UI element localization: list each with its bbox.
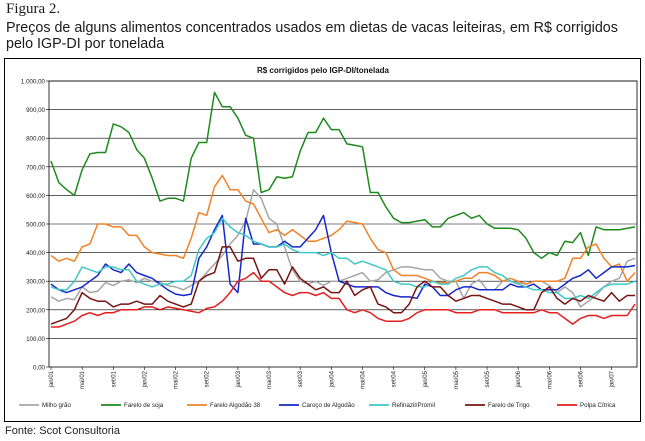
y-tick-label: 500,00 [26,222,45,229]
x-tick-label: jan/02 [142,370,148,388]
x-tick-label: mai/02 [174,370,180,389]
x-tick-label: mai/05 [454,370,460,389]
x-tick-label: set/04 [392,370,398,387]
series-line [50,246,635,325]
series-line [50,217,636,300]
series-line [50,91,636,260]
x-tick-label: jan/05 [423,370,429,388]
y-tick-label: 700,00 [26,164,45,171]
x-tick-label: set/06 [578,370,584,387]
y-tick-label: 600,00 [26,193,45,200]
x-tick-label: mai/01 [80,370,86,389]
legend-label: Farelo de Trigo [488,402,530,409]
x-tick-label: set/05 [485,370,491,387]
y-tick-label: 0,00 [33,365,46,372]
line-chart: R$ corrigidos pelo IGP-DI/tonelada 0,00 1… [19,66,638,409]
x-tick-label: jan/03 [236,370,242,388]
x-tick-label: jan/07 [610,370,616,388]
legend-label: Refinazil/Promil [392,402,435,409]
y-tick-label: 100,00 [26,336,45,343]
x-tick-label: set/03 [298,370,304,387]
x-tick-label: jan/06 [516,370,522,388]
legend-label: Polpa Cítrica [580,402,616,409]
x-axis-ticks: jan/01 mai/01 set/01 jan/02 mai/02 set/02 jan/… [49,367,616,389]
series-line [50,174,636,285]
x-tick-label: jan/04 [329,370,335,388]
y-tick-label: 1.000,00 [21,79,46,86]
figure-caption: Preços de alguns alimentos concentrados … [6,20,618,52]
x-tick-label: mai/06 [547,370,553,389]
y-tick-label: 300,00 [26,279,45,286]
legend-label: Caroço de Algodão [302,402,355,409]
y-tick-label: 800,00 [26,136,45,143]
legend: Milho grão Farelo de soja Farelo Algodão 3… [19,402,616,409]
x-tick-label: set/01 [111,370,117,387]
grid-lines [49,80,637,339]
chart-container: R$ corrigidos pelo IGP-DI/tonelada 0,00 1… [4,58,641,422]
source-note: Fonte: Scot Consultoria [5,425,120,437]
x-tick-label: mai/03 [267,370,273,389]
y-tick-label: 200,00 [26,307,45,314]
legend-label: Farelo de soja [124,402,164,409]
y-tick-label: 900,00 [26,107,45,114]
series-lines [50,91,636,328]
figure-label: Figura 2. [6,1,61,17]
y-axis-ticks: 0,00 100,00 200,00 300,00 400,00 500,00 600,00… [21,79,49,372]
x-tick-label: mai/04 [360,370,366,389]
legend-label: Milho grão [42,402,71,409]
x-tick-label: jan/01 [49,370,55,388]
y-tick-label: 400,00 [26,250,45,257]
x-tick-label: set/02 [205,370,211,387]
chart-title: R$ corrigidos pelo IGP-DI/tonelada [257,66,390,75]
legend-label: Farelo Algodão 38 [210,402,261,409]
series-line [50,214,636,300]
series-line [51,271,636,328]
